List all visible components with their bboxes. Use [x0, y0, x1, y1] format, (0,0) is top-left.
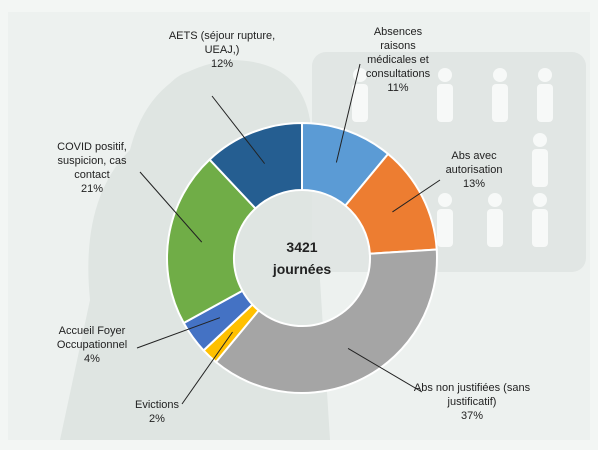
category-name: COVID positif, suspicion, cas contact [42, 140, 142, 182]
category-name: Evictions [127, 398, 187, 412]
segment-label: Abs non justifiées (sans justificatif)37… [407, 381, 537, 423]
category-name: Abs non justifiées (sans justificatif) [407, 381, 537, 409]
category-name: Accueil Foyer Occupationnel [42, 324, 142, 352]
value-label: 2% [127, 412, 187, 426]
category-name: Absences raisons médicales et consultati… [358, 25, 438, 81]
center-label: 3421 journées [267, 236, 337, 280]
value-label: 13% [434, 177, 514, 191]
page: 3421 journées Absences raisons médicales… [0, 0, 598, 450]
silhouette-head [160, 70, 240, 150]
segment-label: AETS (séjour rupture, UEAJ,)12% [167, 29, 277, 71]
category-name: AETS (séjour rupture, UEAJ,) [167, 29, 277, 57]
value-label: 11% [358, 81, 438, 95]
segment-label: Absences raisons médicales et consultati… [358, 25, 438, 95]
category-name: Abs avec autorisation [434, 149, 514, 177]
value-label: 21% [42, 182, 142, 196]
value-label: 12% [167, 57, 277, 71]
value-label: 37% [407, 409, 537, 423]
value-label: 4% [42, 352, 142, 366]
